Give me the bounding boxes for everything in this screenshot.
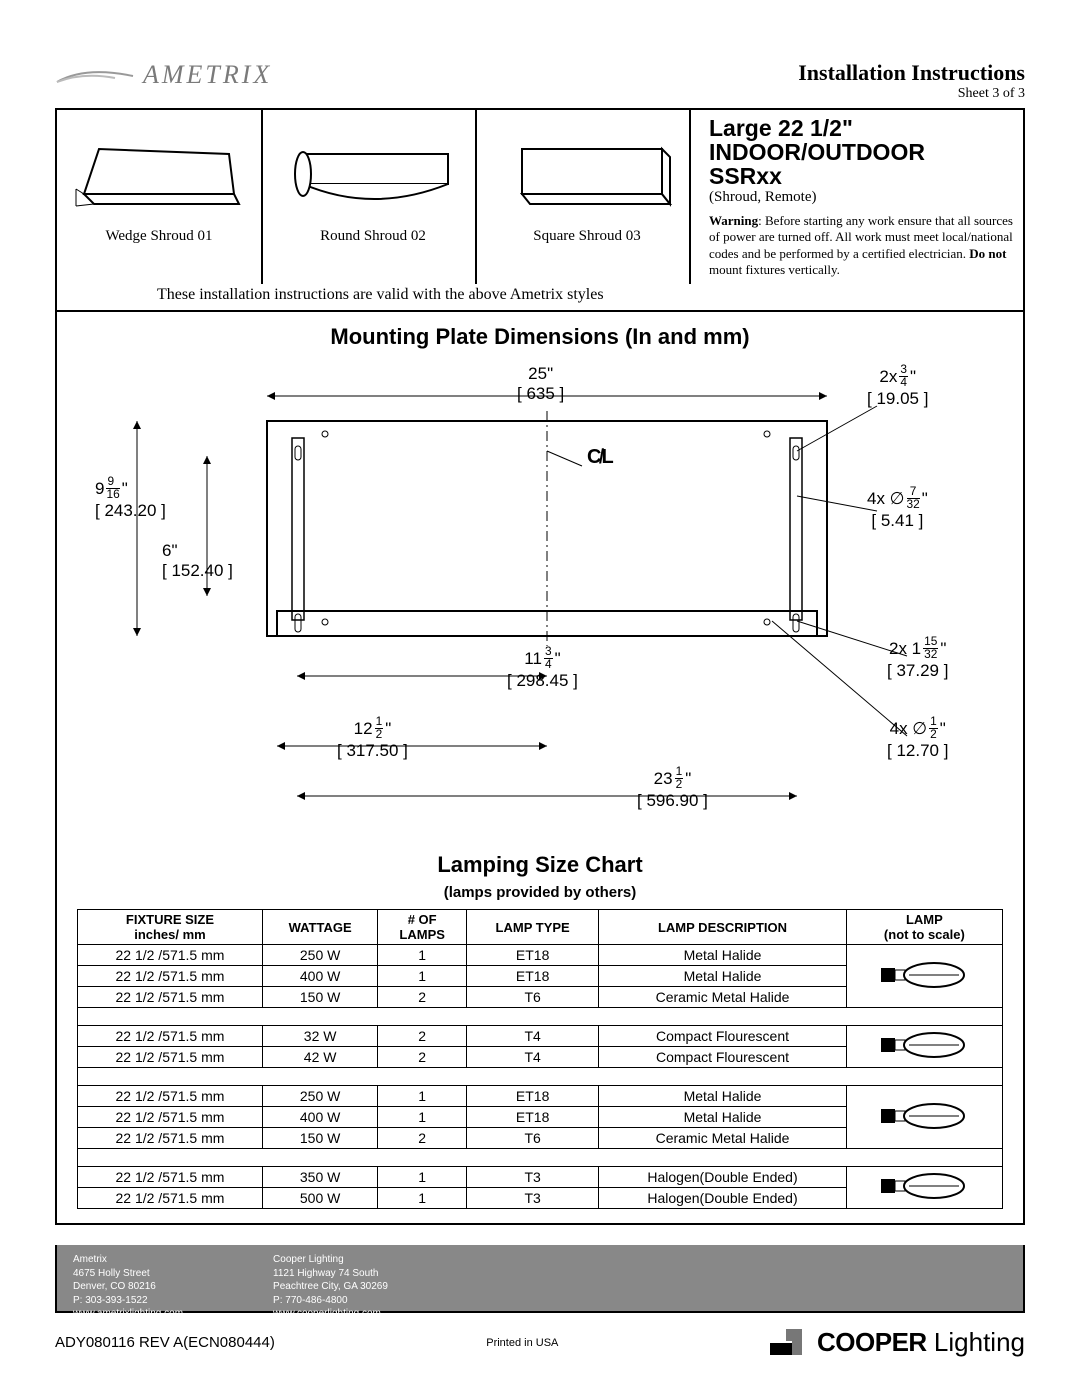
table-row: 22 1/2 /571.5 mm250 W1ET18Metal Halide [78, 1086, 1003, 1107]
col-lamptype: LAMP TYPE [467, 910, 599, 945]
lamping-table: FIXTURE SIZEinches/ mm WATTAGE # OFLAMPS… [77, 909, 1003, 1209]
page-footer: ADY080116 REV A(ECN080444) Printed in US… [55, 1327, 1025, 1358]
shroud-cell-02: Round Shroud 02 [271, 110, 477, 284]
warning-label: Warning [709, 213, 758, 228]
dim-w23: 2312" [ 596.90 ] [637, 766, 708, 810]
wedge-shroud-icon [63, 116, 255, 226]
address-footer: Ametrix4675 Holly StreetDenver, CO 80216… [55, 1245, 1025, 1313]
dim-slot-top: 2x 34" [ 19.05 ] [867, 364, 928, 408]
lamp-icon [846, 945, 1002, 1008]
cooper-mark-icon [770, 1329, 810, 1355]
sheet-number: Sheet 3 of 3 [798, 86, 1025, 102]
col-wattage: WATTAGE [262, 910, 377, 945]
col-lampdesc: LAMP DESCRIPTION [599, 910, 847, 945]
lamp-icon [846, 1026, 1002, 1068]
centerline-label: C̸L [587, 446, 614, 469]
product-block: Large 22 1/2" INDOOR/OUTDOOR SSRxx (Shro… [699, 110, 1023, 284]
header-right: Installation Instructions Sheet 3 of 3 [798, 60, 1025, 102]
mounting-drawing: 25"[ 635 ] 2x 34" [ 19.05 ] 9916" [ 243.… [77, 356, 1003, 846]
product-title-1: Large 22 1/2" [709, 116, 1013, 140]
shroud-row: Wedge Shroud 01 Round Shroud 02 Square S… [55, 108, 1025, 284]
main-content: Mounting Plate Dimensions (In and mm) [55, 312, 1025, 1225]
product-title-2: INDOOR/OUTDOOR [709, 140, 1013, 164]
swoosh-icon [55, 64, 135, 86]
warning-text: Warning: Before starting any work ensure… [709, 213, 1013, 278]
document-id: ADY080116 REV A(ECN080444) [55, 1334, 275, 1351]
dim-h9: 9916" [ 243.20 ] [95, 476, 166, 520]
instructions-title: Installation Instructions [798, 60, 1025, 86]
col-lampimg: LAMP(not to scale) [846, 910, 1002, 945]
mounting-title: Mounting Plate Dimensions (In and mm) [77, 324, 1003, 350]
dim-hole7: 4x ∅732" [ 5.41 ] [867, 486, 928, 530]
dim-25in: 25"[ 635 ] [517, 364, 564, 403]
product-subtitle: (Shroud, Remote) [709, 188, 1013, 207]
shroud-label: Square Shroud 03 [491, 228, 683, 245]
cooper-logo: COOPER Lighting [770, 1327, 1025, 1358]
table-row: 22 1/2 /571.5 mm32 W2T4Compact Flouresce… [78, 1026, 1003, 1047]
dim-hole12: 4x ∅12" [ 12.70 ] [887, 716, 948, 760]
lamping-title: Lamping Size Chart [77, 852, 1003, 878]
dim-w11: 1134" [ 298.45 ] [507, 646, 578, 690]
shroud-label: Wedge Shroud 01 [63, 228, 255, 245]
shroud-cell-01: Wedge Shroud 01 [57, 110, 263, 284]
round-shroud-icon [277, 116, 469, 226]
table-row: 22 1/2 /571.5 mm350 W1T3Halogen(Double E… [78, 1167, 1003, 1188]
ametrix-address: Ametrix4675 Holly StreetDenver, CO 80216… [73, 1253, 183, 1303]
table-row: 22 1/2 /571.5 mm250 W1ET18Metal Halide [78, 945, 1003, 966]
shroud-cell-03: Square Shroud 03 [485, 110, 691, 284]
col-fixture: FIXTURE SIZEinches/ mm [78, 910, 263, 945]
brand-text: AMETRIX [143, 60, 272, 90]
dim-slot15: 2x 11532" [ 37.29 ] [887, 636, 948, 680]
printed-in: Printed in USA [486, 1337, 558, 1349]
lamp-icon [846, 1086, 1002, 1149]
lamping-subtitle: (lamps provided by others) [77, 884, 1003, 901]
cooper-address: Cooper Lighting1121 Highway 74 SouthPeac… [273, 1253, 388, 1303]
valid-note: These installation instructions are vali… [55, 284, 1025, 312]
dim-w12: 1212" [ 317.50 ] [337, 716, 408, 760]
col-numlamps: # OFLAMPS [378, 910, 467, 945]
lamp-icon [846, 1167, 1002, 1209]
square-shroud-icon [491, 116, 683, 226]
page-header: AMETRIX Installation Instructions Sheet … [55, 60, 1025, 102]
brand-logo: AMETRIX [55, 60, 272, 90]
shroud-label: Round Shroud 02 [277, 228, 469, 245]
product-title-3: SSRxx [709, 164, 1013, 188]
dim-h6: 6"[ 152.40 ] [162, 541, 233, 580]
